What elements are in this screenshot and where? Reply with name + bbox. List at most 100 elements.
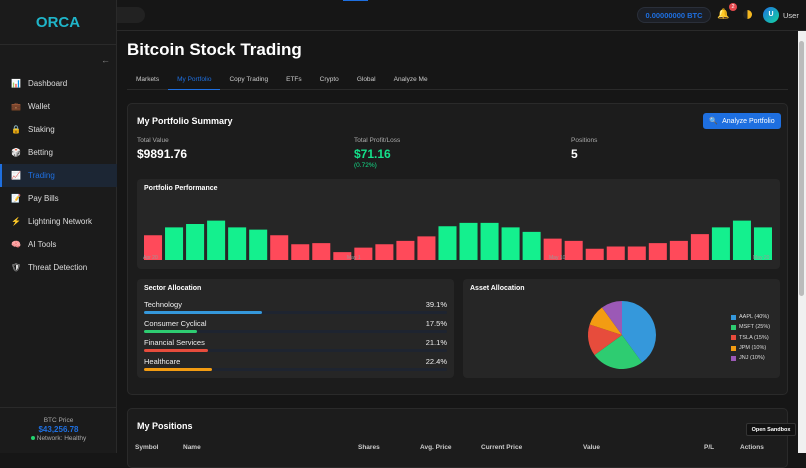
performance-bar — [228, 227, 247, 260]
bell-icon[interactable]: 🔔 — [717, 9, 730, 20]
column-header: Current Price — [481, 444, 523, 451]
sector-percent: 21.1% — [425, 338, 447, 347]
legend-item: AAPL (40%) — [731, 312, 770, 322]
positions-stat: Positions 5 — [571, 137, 597, 161]
network-status: Network: Healthy — [36, 435, 87, 442]
status-dot-icon — [30, 436, 35, 440]
sector-percent: 22.4% — [425, 357, 447, 366]
sidebar-icon: 📊 — [11, 79, 21, 88]
x-tick-label: Apr 20 — [143, 255, 158, 261]
legend-label: AAPL (40%) — [739, 314, 770, 321]
sidebar-item-wallet[interactable]: 💼 Wallet — [0, 95, 117, 118]
tab-analyze-me[interactable]: Analyze Me — [393, 76, 428, 83]
performance-bar — [522, 231, 541, 260]
performance-bar — [207, 220, 226, 260]
performance-bar — [186, 224, 205, 260]
sidebar-item-betting[interactable]: 🎲 Betting — [0, 141, 117, 164]
avatar[interactable]: U — [763, 7, 779, 23]
analyze-portfolio-button[interactable]: 🔍 Analyze Portfolio — [703, 113, 781, 129]
sidebar-item-staking[interactable]: 🔒 Staking — [0, 118, 117, 141]
performance-chart: Apr 20 May 1 May 10 May 20 — [143, 220, 772, 261]
performance-bar — [669, 240, 688, 260]
pl-value: $71.16 — [354, 147, 391, 161]
sidebar-item-trading[interactable]: 📈 Trading — [0, 164, 117, 187]
tab-global[interactable]: Global — [356, 76, 376, 83]
summary-title: My Portfolio Summary — [137, 116, 233, 126]
btc-price: $43,256.78 — [38, 425, 79, 434]
sidebar-icon: 📝 — [11, 194, 21, 203]
notification-badge: 2 — [729, 3, 737, 11]
sidebar-item-label: AI Tools — [28, 240, 57, 249]
performance-bar — [396, 240, 415, 260]
sector-title: Sector Allocation — [144, 285, 202, 292]
sidebar-item-lightning-network[interactable]: ⚡ Lightning Network — [0, 210, 117, 233]
sidebar-item-label: Threat Detection — [28, 263, 88, 272]
sector-percent: 17.5% — [425, 319, 447, 328]
theme-toggle-icon[interactable] — [743, 10, 752, 19]
btc-price-label: BTC Price — [43, 417, 74, 424]
performance-bar — [354, 247, 373, 260]
pie-slice — [594, 335, 642, 369]
pl-percent: (0.72%) — [354, 162, 377, 169]
legend-item: JPM (10%) — [731, 343, 770, 353]
pie-slice — [602, 301, 622, 335]
sidebar-icon: 🔒 — [11, 125, 21, 134]
sidebar-item-label: Trading — [28, 171, 55, 180]
scrollbar[interactable] — [798, 31, 806, 453]
x-tick-label: May 20 — [753, 255, 770, 261]
sector-bar-track — [144, 349, 447, 352]
sidebar-item-label: Betting — [28, 148, 53, 157]
tab-copy-trading[interactable]: Copy Trading — [229, 76, 269, 83]
sector-row: Consumer Cyclical 17.5% — [144, 319, 447, 333]
x-tick-label: May 10 — [549, 255, 566, 261]
sector-bar-fill — [144, 311, 263, 314]
sidebar-icon: 🧠 — [11, 240, 21, 249]
sidebar-item-label: Dashboard — [28, 79, 68, 88]
page-title: Bitcoin Stock Trading — [127, 40, 302, 59]
sector-name: Financial Services — [144, 338, 205, 347]
legend-item: MSFT (25%) — [731, 322, 770, 332]
sidebar-item-label: Wallet — [28, 102, 50, 111]
x-tick-label: May 1 — [347, 255, 361, 261]
legend-item: JNJ (10%) — [731, 353, 770, 363]
legend-swatch — [731, 314, 736, 320]
open-sandbox-button[interactable]: Open Sandbox — [746, 423, 796, 436]
sidebar-item-ai-tools[interactable]: 🧠 AI Tools — [0, 233, 117, 256]
legend-swatch — [731, 335, 736, 341]
search-input[interactable] — [117, 7, 145, 23]
tab-my-portfolio[interactable]: My Portfolio — [168, 72, 221, 90]
user-name[interactable]: User — [783, 11, 799, 20]
sector-row: Healthcare 22.4% — [144, 357, 447, 371]
legend-swatch — [731, 345, 736, 351]
sector-name: Consumer Cyclical — [144, 319, 207, 328]
performance-bar — [270, 235, 289, 260]
pl-label: Total Profit/Loss — [354, 137, 401, 144]
sidebar-nav: 📊 Dashboard 💼 Wallet 🔒 Staking 🎲 Betting 📈 Tradin… — [0, 72, 117, 279]
total-value: $9891.76 — [137, 147, 188, 161]
performance-bar — [585, 248, 604, 260]
tab-etfs[interactable]: ETFs — [286, 76, 302, 83]
legend-item: TSLA (15%) — [731, 333, 770, 343]
sector-name: Healthcare — [144, 357, 181, 366]
btc-balance[interactable]: 0.00000000 BTC — [637, 7, 711, 23]
sidebar-item-dashboard[interactable]: 📊 Dashboard — [0, 72, 117, 95]
tab-markets[interactable]: Markets — [136, 76, 160, 83]
sector-percent: 39.1% — [425, 300, 447, 309]
legend-label: TSLA (15%) — [739, 334, 769, 341]
column-header: P/L — [704, 444, 715, 451]
sidebar-item-threat-detection[interactable]: 🛡 Threat Detection — [0, 256, 117, 279]
sector-bar-fill — [144, 368, 212, 371]
column-header: Name — [183, 444, 201, 451]
performance-bar — [144, 235, 163, 260]
sector-row: Technology 39.1% — [144, 300, 447, 314]
tab-crypto[interactable]: Crypto — [319, 76, 339, 83]
column-header: Shares — [358, 444, 380, 451]
performance-bar — [543, 238, 562, 260]
collapse-sidebar-icon[interactable]: ← — [101, 55, 110, 65]
performance-bar — [438, 226, 457, 260]
scrollbar-thumb[interactable] — [799, 41, 804, 296]
asset-pie-chart — [588, 301, 656, 369]
performance-bar — [417, 236, 436, 260]
sidebar-item-pay-bills[interactable]: 📝 Pay Bills — [0, 187, 117, 210]
sector-bar-track — [144, 311, 447, 314]
